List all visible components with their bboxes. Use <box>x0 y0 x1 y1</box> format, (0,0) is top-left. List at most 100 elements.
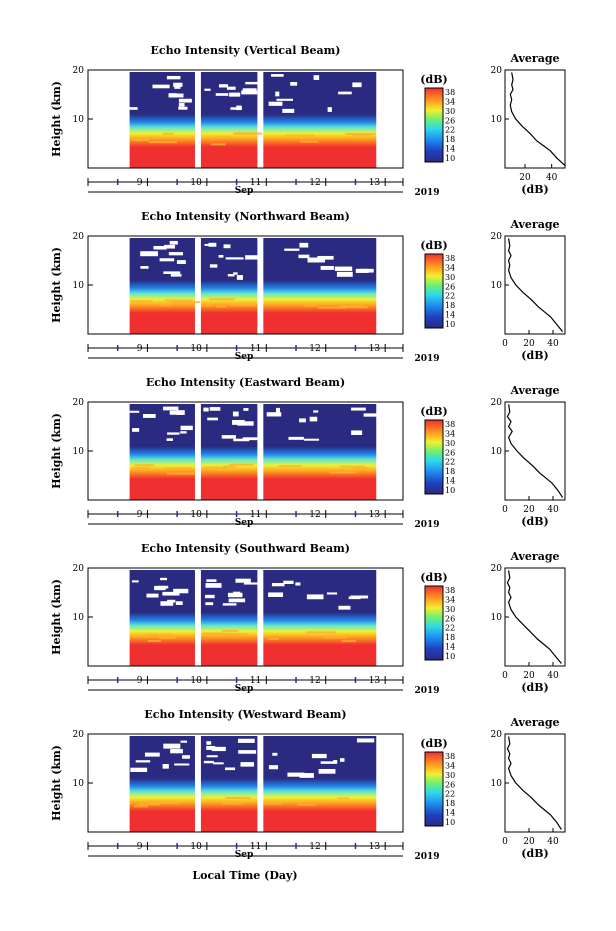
echo-layer <box>341 640 357 643</box>
echo-layer <box>136 803 161 806</box>
missing-data <box>363 413 377 417</box>
colorbar-unit: (dB) <box>420 73 447 86</box>
missing-data <box>295 582 301 586</box>
missing-data <box>173 82 183 87</box>
echo-layer <box>142 136 163 139</box>
missing-data <box>232 419 245 425</box>
heatmap-block <box>129 736 195 832</box>
echo-layer <box>132 635 150 638</box>
echo-layer <box>339 465 365 468</box>
echo-layer <box>164 299 193 302</box>
missing-data <box>174 763 190 766</box>
colorbar <box>424 585 444 661</box>
missing-data <box>176 260 186 264</box>
missing-data <box>178 98 192 103</box>
x-tick-label: 13 <box>369 842 381 852</box>
missing-data <box>208 242 217 247</box>
echo-layer <box>149 800 174 803</box>
colorbar <box>424 751 444 827</box>
avg-x-tick-label: 40 <box>547 339 559 349</box>
missing-data <box>320 761 338 764</box>
missing-data <box>218 254 224 258</box>
missing-data <box>162 591 180 596</box>
avg-x-tick-label: 20 <box>523 837 535 847</box>
echo-layer <box>148 141 177 144</box>
missing-data <box>180 431 187 434</box>
colorbar-unit: (dB) <box>420 405 447 418</box>
missing-data <box>227 86 236 90</box>
missing-data <box>163 743 181 749</box>
x-tick-label: 9 <box>137 178 143 188</box>
missing-data <box>157 585 169 589</box>
month-label: Sep <box>235 684 254 694</box>
avg-y-tick-label: 20 <box>491 564 503 574</box>
avg-y-tick-label: 10 <box>491 613 503 623</box>
avg-x-tick-label: 0 <box>502 339 508 349</box>
missing-data <box>282 108 295 113</box>
avg-x-tick-label: 0 <box>502 837 508 847</box>
missing-data <box>135 760 151 763</box>
average-title: Average <box>509 716 559 729</box>
missing-data <box>326 592 338 595</box>
missing-data <box>238 750 257 754</box>
missing-data <box>336 271 353 277</box>
average-frame <box>504 401 566 501</box>
missing-data <box>245 81 259 85</box>
echo-layer <box>202 632 233 635</box>
colorbar-tick-label: 18 <box>445 633 455 642</box>
missing-data <box>230 107 242 110</box>
avg-x-tick-label: 20 <box>523 505 535 515</box>
colorbar-tick-label: 22 <box>445 292 455 301</box>
x-tick-label: 12 <box>309 344 320 354</box>
missing-data <box>168 252 183 256</box>
missing-data <box>213 762 224 765</box>
missing-data <box>207 417 218 421</box>
missing-data <box>223 244 231 249</box>
average-title: Average <box>509 218 559 231</box>
y-axis-label: Height (km) <box>50 247 63 323</box>
colorbar-tick-label: 14 <box>445 477 455 486</box>
y-tick-label: 10 <box>73 613 85 623</box>
average-profile-line <box>509 72 566 167</box>
avg-y-tick-label: 10 <box>491 779 503 789</box>
avg-x-tick-label: 40 <box>547 505 559 515</box>
avg-y-tick-label: 20 <box>491 66 503 76</box>
colorbar-tick-label: 38 <box>445 88 455 97</box>
missing-data <box>132 428 140 432</box>
x-tick-label: 13 <box>369 676 381 686</box>
missing-data <box>307 257 325 263</box>
missing-data <box>245 255 259 260</box>
echo-layer <box>159 304 172 307</box>
echo-layer <box>131 467 151 470</box>
colorbar-tick-label: 26 <box>445 448 455 457</box>
heatmap-block <box>200 238 258 334</box>
heatmap-block <box>263 404 377 500</box>
average-frame <box>504 733 566 833</box>
echo-layer <box>229 463 254 466</box>
missing-data <box>290 82 298 86</box>
missing-data <box>228 598 246 603</box>
x-tick-label: 12 <box>309 676 320 686</box>
colorbar-tick-label: 30 <box>445 439 455 448</box>
missing-data <box>159 258 175 262</box>
missing-data <box>140 251 159 257</box>
missing-data <box>338 91 352 95</box>
missing-data <box>206 755 218 758</box>
panel-title: Echo Intensity (Eastward Beam) <box>146 376 345 389</box>
panel-5: Echo Intensity (Westward Beam) 10 20 Height… <box>50 708 566 862</box>
missing-data <box>215 93 229 96</box>
month-label: Sep <box>235 850 254 860</box>
avg-x-label: (dB) <box>521 847 548 860</box>
missing-data <box>276 98 294 101</box>
echo-layer <box>211 800 230 803</box>
colorbar-tick-label: 14 <box>445 311 455 320</box>
x-tick-label: 10 <box>190 676 202 686</box>
missing-data <box>320 265 334 270</box>
y-tick-label: 10 <box>73 281 85 291</box>
missing-data <box>169 410 179 415</box>
colorbar-tick-label: 26 <box>445 282 455 291</box>
missing-data <box>275 91 280 97</box>
echo-layer <box>144 633 173 636</box>
missing-data <box>240 762 255 767</box>
y-tick-label: 20 <box>73 564 85 574</box>
